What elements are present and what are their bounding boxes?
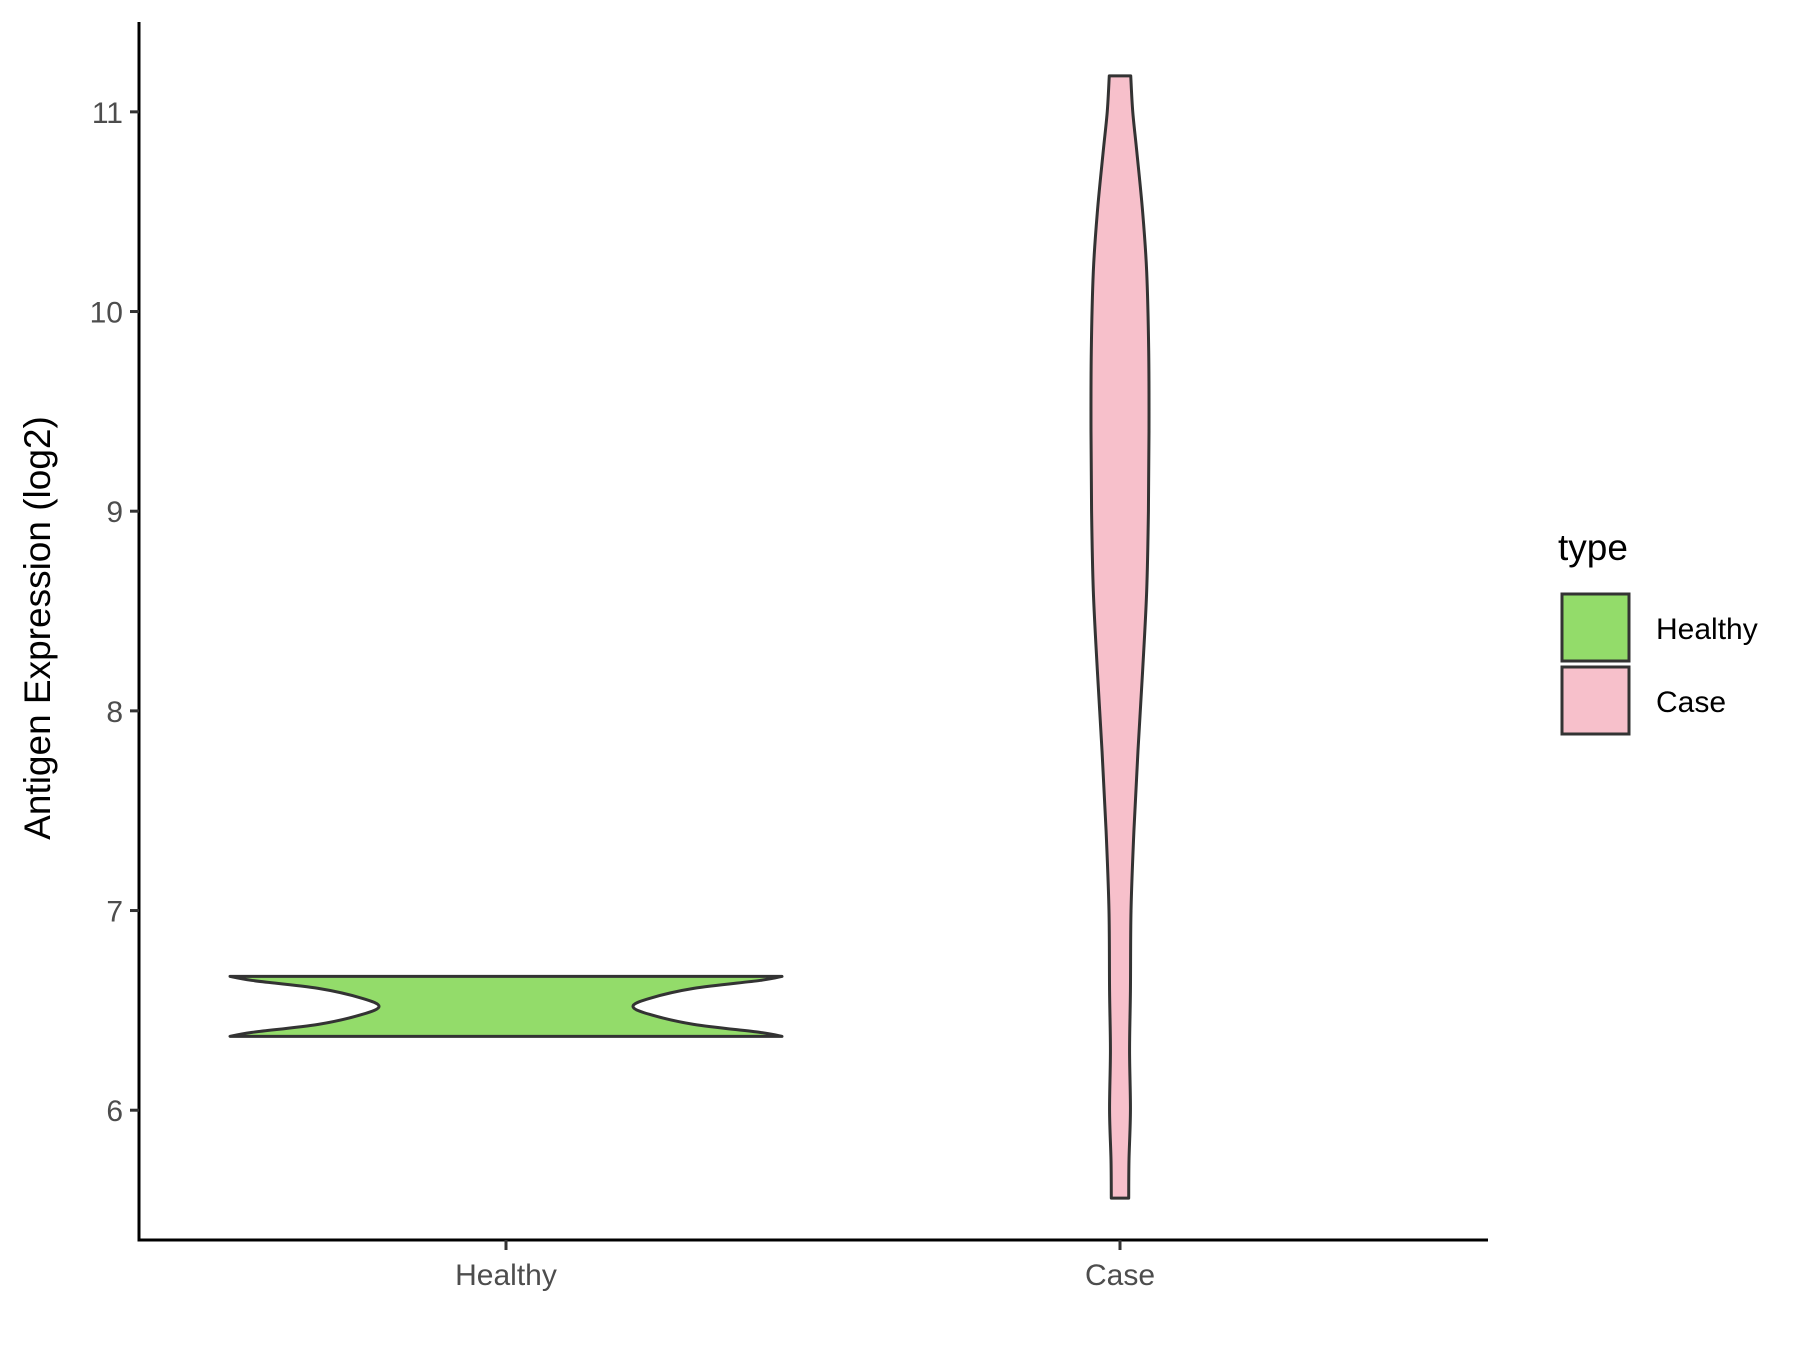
legend-key-healthy xyxy=(1560,592,1631,663)
x-ticks-group: Healthy Case xyxy=(455,1240,1155,1292)
y-tick-label: 6 xyxy=(106,1095,123,1128)
y-axis-title: Antigen Expression (log2) xyxy=(17,416,58,840)
x-tick-label: Healthy xyxy=(455,1259,557,1292)
legend: type Healthy Case xyxy=(1558,527,1758,736)
violin-healthy xyxy=(228,974,784,1038)
y-ticks-group: 6 7 8 9 10 11 xyxy=(90,97,139,1128)
legend-label-case: Case xyxy=(1656,686,1726,719)
violin-case xyxy=(1089,74,1151,1200)
violins-group xyxy=(228,74,1151,1200)
y-tick-label: 11 xyxy=(92,97,123,130)
y-tick-label: 7 xyxy=(106,896,123,929)
axes-group xyxy=(137,22,1488,1242)
y-tick-label: 10 xyxy=(90,297,123,330)
legend-key-case xyxy=(1560,665,1631,736)
y-tick-label: 9 xyxy=(106,496,123,529)
legend-title: type xyxy=(1558,527,1628,568)
legend-label-healthy: Healthy xyxy=(1656,613,1758,646)
x-tick-label: Case xyxy=(1085,1259,1155,1292)
y-tick-label: 8 xyxy=(106,696,123,729)
